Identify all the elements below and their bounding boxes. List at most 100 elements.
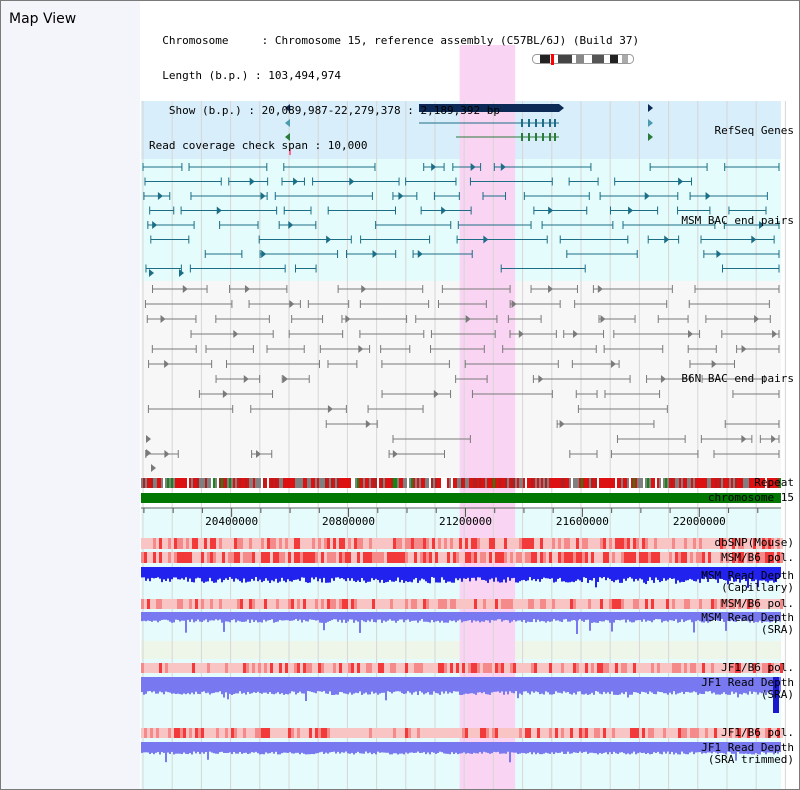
jf1-sra-trimmed-depth-bar bbox=[459, 742, 461, 754]
jf1-sra-depth-bar bbox=[535, 677, 537, 692]
jf1-sra-trimmed-depth-bar bbox=[723, 742, 725, 754]
msm-b6-polymorphism-cell bbox=[243, 599, 246, 609]
msm-sra-depth-bar bbox=[519, 612, 521, 621]
msm-b6-polymorphism-cell bbox=[189, 552, 192, 563]
label-msm-b6-pol-2[interactable]: MSM/B6 pol. bbox=[721, 597, 794, 610]
dbsnp-density-cell bbox=[717, 538, 720, 549]
label-jf1-read-depth-sra[interactable]: JF1 Read Depth (SRA) bbox=[701, 676, 794, 701]
jf1-b6-polymorphism-cell bbox=[687, 728, 690, 738]
jf1-sra-depth-bar bbox=[765, 677, 767, 695]
jf1-sra-trimmed-depth-bar bbox=[507, 742, 509, 752]
msm-b6-polymorphism-cell bbox=[231, 552, 234, 563]
repeat-segment bbox=[561, 478, 563, 488]
msm-capillary-depth-bar bbox=[533, 567, 535, 580]
jf1-sra-depth-bar bbox=[251, 677, 253, 694]
label-msm-b6-pol-1[interactable]: MSM/B6 pol. bbox=[721, 551, 794, 564]
msm-b6-polymorphism-cell bbox=[633, 599, 636, 609]
repeat-segment bbox=[295, 478, 297, 488]
label-jf1-b6-pol-1[interactable]: JF1/B6 pol. bbox=[721, 661, 794, 674]
msm-b6-polymorphism-cell bbox=[285, 599, 288, 609]
repeat-segment bbox=[339, 478, 341, 488]
dbsnp-density-cell bbox=[489, 538, 492, 549]
dbsnp-density-cell bbox=[306, 538, 309, 549]
msm-b6-polymorphism-cell bbox=[387, 599, 390, 609]
label-b6n-bac-end-pairs[interactable]: B6N BAC end pairs bbox=[681, 372, 794, 385]
msm-sra-depth-bar bbox=[181, 612, 183, 621]
dbsnp-density-cell bbox=[738, 538, 741, 549]
label-refseq-genes[interactable]: RefSeq Genes bbox=[714, 124, 794, 137]
jf1-sra-depth-bar bbox=[771, 677, 773, 695]
msm-b6-polymorphism-cell bbox=[258, 552, 261, 563]
msm-capillary-depth-bar bbox=[707, 567, 709, 582]
msm-b6-polymorphism-cell bbox=[519, 552, 522, 563]
jf1-sra-trimmed-depth-bar bbox=[403, 742, 405, 755]
msm-b6-polymorphism-cell bbox=[222, 599, 225, 609]
jf1-sra-depth-bar bbox=[333, 677, 335, 695]
msm-b6-polymorphism-cell bbox=[381, 599, 384, 609]
jf1-b6-polymorphism-cell bbox=[180, 728, 183, 738]
label-dbsnp[interactable]: dbSNP(Mouse) bbox=[714, 536, 794, 549]
jf1-b6-polymorphism-cell bbox=[504, 728, 507, 738]
msm-sra-depth-bar bbox=[447, 612, 449, 623]
msm-b6-polymorphism-cell bbox=[735, 552, 738, 563]
label-msm-read-depth-capillary[interactable]: MSM Read Depth (Capillary) bbox=[701, 569, 794, 594]
chromosome-bar[interactable] bbox=[141, 493, 781, 503]
jf1-b6-polymorphism-cell bbox=[408, 663, 411, 673]
msm-sra-depth-bar bbox=[143, 612, 145, 621]
msm-b6-polymorphism-cell bbox=[150, 599, 153, 609]
bac-end-arrow-icon bbox=[573, 330, 579, 338]
repeat-segment bbox=[639, 478, 641, 488]
msm-sra-depth-bar bbox=[703, 612, 705, 623]
label-jf1-b6-pol-2[interactable]: JF1/B6 pol. bbox=[721, 726, 794, 739]
dbsnp-density-cell bbox=[246, 538, 249, 549]
msm-sra-depth-bar bbox=[733, 612, 735, 622]
jf1-sra-trimmed-depth-bar bbox=[739, 742, 741, 754]
msm-b6-polymorphism-cell bbox=[285, 552, 288, 563]
msm-b6-polymorphism-cell bbox=[339, 599, 342, 609]
repeat-segment bbox=[517, 478, 519, 488]
msm-b6-polymorphism-cell bbox=[594, 599, 597, 609]
msm-capillary-depth-bar bbox=[709, 567, 711, 579]
refseq-gene-block[interactable] bbox=[419, 104, 559, 112]
jf1-sra-trimmed-depth-bar bbox=[517, 742, 519, 755]
label-msm-bac-end-pairs[interactable]: MSM BAC end pairs bbox=[681, 214, 794, 227]
jf1-sra-depth-bar bbox=[631, 677, 633, 695]
jf1-b6-polymorphism-cell bbox=[744, 728, 747, 738]
msm-capillary-depth-bar bbox=[567, 567, 569, 583]
repeat-segment bbox=[573, 478, 575, 488]
jf1-sra-trimmed-depth-bar bbox=[369, 742, 371, 753]
jf1-sra-depth-bar bbox=[757, 677, 759, 695]
msm-capillary-depth-bar bbox=[667, 567, 669, 580]
jf1-sra-trimmed-depth-bar bbox=[397, 742, 399, 755]
msm-capillary-depth-bar bbox=[573, 567, 575, 583]
jf1-b6-polymorphism-cell bbox=[531, 663, 534, 673]
msm-capillary-depth-bar bbox=[149, 567, 151, 582]
jf1-sra-depth-bar bbox=[629, 677, 631, 695]
jf1-sra-depth-bar bbox=[609, 677, 611, 695]
jf1-sra-depth-bar bbox=[271, 677, 273, 694]
msm-sra-depth-bar bbox=[293, 612, 295, 621]
jf1-sra-depth-bar bbox=[653, 677, 655, 695]
msm-sra-depth-bar bbox=[677, 612, 679, 623]
jf1-b6-polymorphism-cell bbox=[360, 663, 363, 673]
msm-capillary-depth-bar bbox=[637, 567, 639, 581]
dbsnp-density-cell bbox=[447, 538, 450, 549]
jf1-sra-depth-bar bbox=[219, 677, 221, 692]
jf1-sra-depth-bar bbox=[745, 677, 747, 694]
msm-b6-polymorphism-cell bbox=[375, 599, 378, 609]
chromosome-ideogram[interactable] bbox=[532, 54, 636, 66]
repeat-segment bbox=[607, 478, 609, 488]
msm-capillary-depth-bar bbox=[755, 567, 757, 580]
dbsnp-density-cell bbox=[438, 538, 441, 549]
msm-sra-depth-bar bbox=[763, 612, 765, 622]
jf1-sra-trimmed-depth-bar bbox=[497, 742, 499, 752]
jf1-sra-trimmed-depth-bar bbox=[487, 742, 489, 753]
msm-capillary-depth-bar bbox=[169, 567, 171, 582]
msm-b6-polymorphism-cell bbox=[477, 599, 480, 609]
label-jf1-read-depth-sra-trimmed[interactable]: JF1 Read Depth (SRA trimmed) bbox=[701, 741, 794, 766]
jf1-sra-depth-bar bbox=[541, 677, 543, 694]
msm-b6-polymorphism-cell bbox=[684, 599, 687, 609]
label-msm-read-depth-sra[interactable]: MSM Read Depth (SRA) bbox=[701, 611, 794, 636]
